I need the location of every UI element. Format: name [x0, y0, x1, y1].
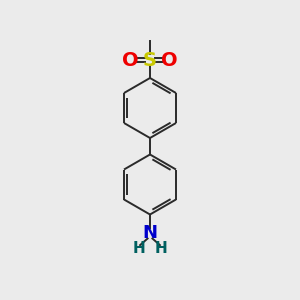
Text: H: H: [132, 241, 145, 256]
Text: S: S: [143, 50, 157, 70]
Text: N: N: [142, 224, 158, 242]
Text: O: O: [122, 50, 139, 70]
Text: O: O: [161, 50, 178, 70]
Text: H: H: [155, 241, 168, 256]
